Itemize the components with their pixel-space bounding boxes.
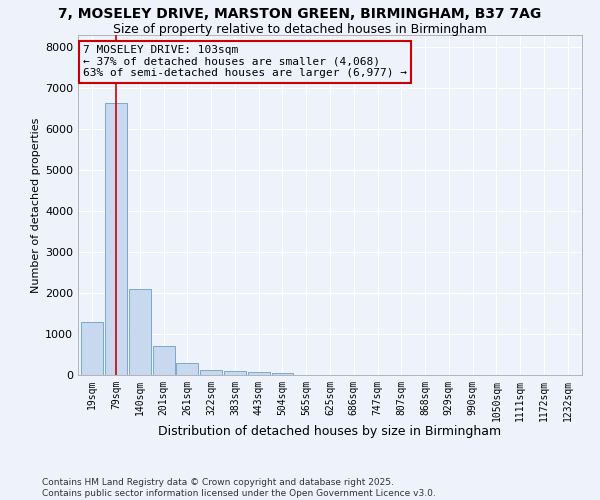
Bar <box>129 289 151 375</box>
Text: 7, MOSELEY DRIVE, MARSTON GREEN, BIRMINGHAM, B37 7AG: 7, MOSELEY DRIVE, MARSTON GREEN, BIRMING… <box>58 8 542 22</box>
Bar <box>152 346 175 375</box>
Text: 7 MOSELEY DRIVE: 103sqm
← 37% of detached houses are smaller (4,068)
63% of semi: 7 MOSELEY DRIVE: 103sqm ← 37% of detache… <box>83 45 407 78</box>
Text: Contains HM Land Registry data © Crown copyright and database right 2025.
Contai: Contains HM Land Registry data © Crown c… <box>42 478 436 498</box>
Y-axis label: Number of detached properties: Number of detached properties <box>31 118 41 292</box>
Bar <box>176 362 198 375</box>
Bar <box>248 372 269 375</box>
Bar <box>82 322 103 375</box>
X-axis label: Distribution of detached houses by size in Birmingham: Distribution of detached houses by size … <box>158 425 502 438</box>
Text: Size of property relative to detached houses in Birmingham: Size of property relative to detached ho… <box>113 22 487 36</box>
Bar <box>224 371 246 375</box>
Bar <box>200 370 222 375</box>
Bar <box>105 102 127 375</box>
Bar <box>272 372 293 375</box>
